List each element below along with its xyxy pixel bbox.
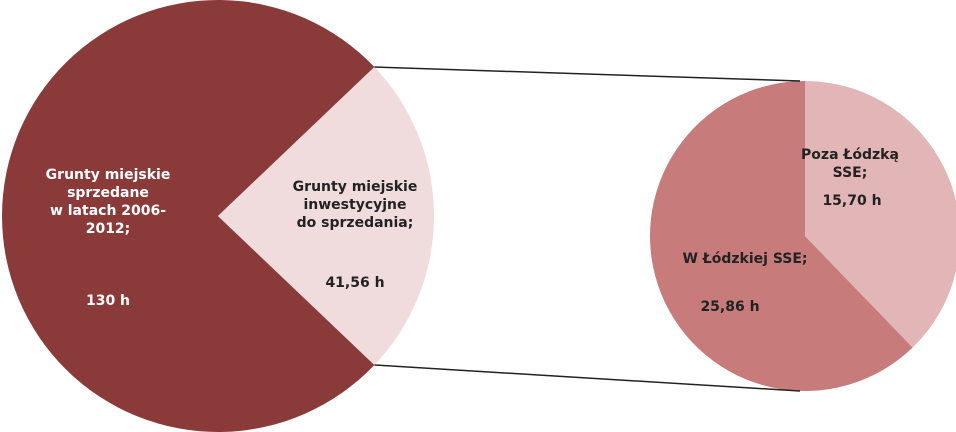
value-label: 130 h xyxy=(85,293,131,309)
slice-label: Grunty miejskie inwestycyjne do sprzedan… xyxy=(292,179,418,231)
connector-line xyxy=(374,66,801,82)
pie-slice xyxy=(218,67,435,365)
value-label: 25,86 h xyxy=(700,299,760,315)
value-label: 15,70 h xyxy=(822,193,882,209)
slice-label: W Łódzkiej SSE; xyxy=(682,251,808,267)
value-label: 41,56 h xyxy=(325,275,385,291)
pie-slice xyxy=(805,81,956,348)
slice-label: Grunty miejskie sprzedane w latach 2006-… xyxy=(45,167,171,237)
slice-label: Poza Łódzką SSE; xyxy=(801,147,899,181)
pie-slice xyxy=(2,0,375,432)
connector-line xyxy=(374,364,801,392)
pie-slice xyxy=(649,81,913,391)
